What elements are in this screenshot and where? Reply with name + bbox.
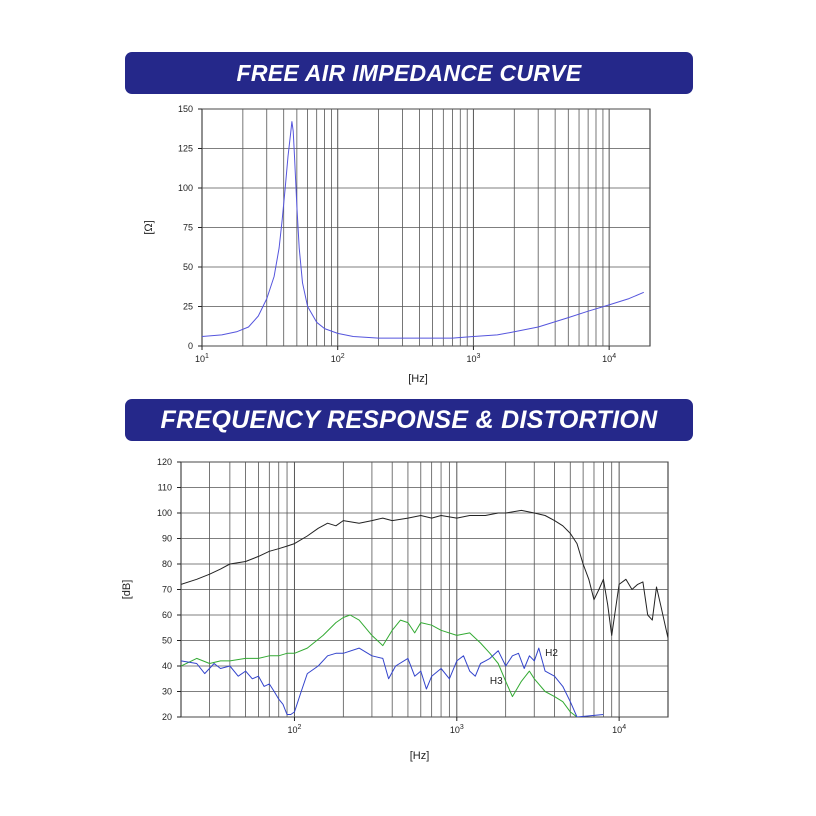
response-y-tick-label: 40 [162,661,172,671]
impedance-x-tick-label: 104 [602,353,616,364]
impedance-y-axis-label: [Ω] [143,220,155,234]
response-y-tick-label: 20 [162,712,172,722]
response-chart: 20 30 40 50 60 70 80 90 100 110 120 102 103 104 [Hz] [d… [121,457,669,762]
impedance-y-tick-label: 50 [183,262,193,272]
impedance-y-tick-label: 25 [183,302,193,312]
response-y-tick-label: 30 [162,687,172,697]
impedance-x-tick-label: 101 [195,353,209,364]
impedance-x-tick-label: 103 [466,353,480,364]
response-y-axis-label: [dB] [121,580,133,600]
response-y-tick-label: 100 [157,508,172,518]
response-series-line-3 [181,647,604,717]
response-y-tick-label: 50 [162,636,172,646]
response-series-line-2 [181,614,578,717]
response-y-tick-label: 60 [162,610,172,620]
impedance-y-tick-label: 0 [188,341,193,351]
impedance-x-tick-label: 102 [331,353,345,364]
impedance-y-tick-label: 100 [178,183,193,193]
response-chart-title: FREQUENCY RESPONSE & DISTORTION [160,405,658,434]
impedance-chart-title: FREE AIR IMPEDANCE CURVE [236,59,582,86]
response-y-tick-label: 90 [162,534,172,544]
response-y-tick-label: 120 [157,457,172,467]
response-annotation-h2: H2 [545,648,558,659]
response-series-line-1 [181,509,668,639]
impedance-series-line-1 [202,121,644,339]
impedance-y-tick-label: 75 [183,223,193,233]
response-y-tick-label: 110 [158,483,172,493]
impedance-chart: 0 25 50 75 100 125 150 101 102 103 104 [Hz] [Ω] [143,104,651,385]
impedance-title-banner: FREE AIR IMPEDANCE CURVE [125,52,693,94]
response-x-tick-label: 102 [288,724,302,735]
response-y-tick-label: 80 [162,559,172,569]
response-x-tick-label: 104 [612,724,626,735]
response-x-axis-label: [Hz] [410,750,430,762]
response-y-tick-label: 70 [162,585,172,595]
impedance-x-axis-label: [Hz] [408,373,428,385]
response-title-banner: FREQUENCY RESPONSE & DISTORTION [125,399,693,441]
response-x-tick-label: 103 [450,724,464,735]
impedance-y-tick-label: 125 [178,144,193,154]
impedance-y-tick-label: 150 [178,104,193,114]
response-annotation-h3: H3 [490,676,503,687]
